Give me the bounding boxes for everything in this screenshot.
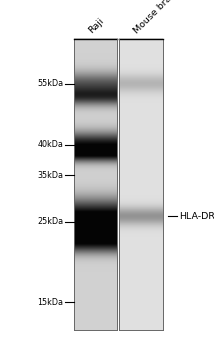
Text: 15kDa: 15kDa [37, 298, 63, 307]
Text: 40kDa: 40kDa [37, 140, 63, 149]
Text: Mouse brain: Mouse brain [132, 0, 180, 35]
Text: HLA-DRB4: HLA-DRB4 [179, 212, 214, 220]
Text: 55kDa: 55kDa [37, 79, 63, 88]
Bar [117, 38, 119, 330]
Text: 25kDa: 25kDa [37, 217, 63, 226]
Bar [119, 38, 163, 330]
Text: 35kDa: 35kDa [37, 171, 63, 180]
Bar [74, 38, 117, 330]
Text: Raji: Raji [87, 16, 106, 35]
